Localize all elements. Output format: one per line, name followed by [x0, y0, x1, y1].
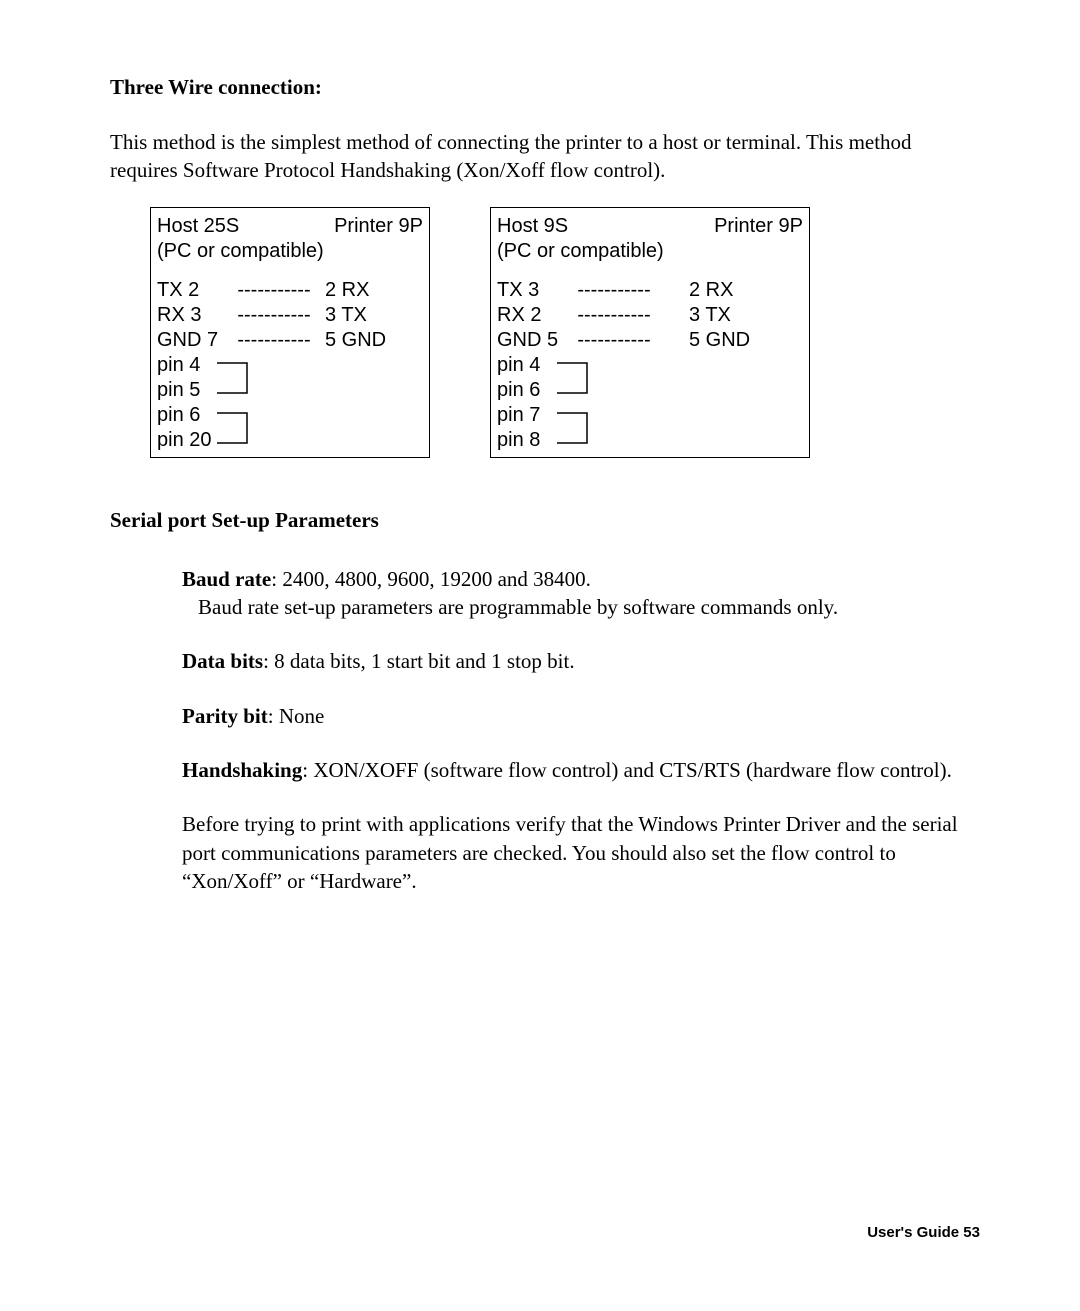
pin-right: 5 GND [659, 328, 750, 353]
jumper-bracket-icon [553, 353, 593, 403]
databits-text: : 8 data bits, 1 start bit and 1 stop bi… [263, 649, 574, 673]
handshake-text: : XON/XOFF (software flow control) and C… [302, 758, 952, 782]
printer-label: Printer 9P [714, 214, 803, 239]
baud-label: Baud rate [182, 567, 271, 591]
pin-row: pin 20 [157, 428, 423, 453]
pin-left: RX 2 [497, 303, 569, 328]
pin-row: RX 3 ----------- 3 TX [157, 303, 423, 328]
pin-left: RX 3 [157, 303, 229, 328]
pin-row: TX 3 ----------- 2 RX [497, 278, 803, 303]
databits-block: Data bits: 8 data bits, 1 start bit and … [182, 647, 980, 675]
pin-row: pin 7 [497, 403, 803, 428]
pin-row: pin 6 [497, 378, 803, 403]
pin-left: TX 3 [497, 278, 569, 303]
pin-row: pin 6 [157, 403, 423, 428]
baud-rate-block: Baud rate: 2400, 4800, 9600, 19200 and 3… [182, 565, 980, 622]
host-sub: (PC or compatible) [157, 239, 423, 264]
pin-right: 3 TX [659, 303, 731, 328]
pin-left: GND 7 [157, 328, 229, 353]
handshake-label: Handshaking [182, 758, 302, 782]
jumper-bracket-icon [553, 403, 593, 453]
wire-dash: ----------- [569, 278, 659, 303]
databits-label: Data bits [182, 649, 263, 673]
wire-dash: ----------- [229, 328, 319, 353]
pin-row: TX 2 ----------- 2 RX [157, 278, 423, 303]
section2-heading: Serial port Set-up Parameters [110, 508, 980, 533]
parity-label: Parity bit [182, 704, 268, 728]
host-sub: (PC or compatible) [497, 239, 803, 264]
handshake-block: Handshaking: XON/XOFF (software flow con… [182, 756, 980, 784]
pin-row: pin 4 [497, 353, 803, 378]
jumper-bracket-icon [213, 403, 253, 453]
diagram-host25s: Host 25S Printer 9P (PC or compatible) T… [150, 207, 430, 458]
pin-right: 5 GND [319, 328, 386, 353]
wire-dash: ----------- [229, 278, 319, 303]
page-footer: User's Guide 53 [867, 1224, 980, 1241]
intro-paragraph: This method is the simplest method of co… [110, 128, 980, 185]
pin-row: pin 4 [157, 353, 423, 378]
pin-row: GND 7 ----------- 5 GND [157, 328, 423, 353]
parameters-block: Baud rate: 2400, 4800, 9600, 19200 and 3… [182, 565, 980, 896]
wire-dash: ----------- [229, 303, 319, 328]
pin-right: 2 RX [319, 278, 369, 303]
pin-left: GND 5 [497, 328, 569, 353]
pin-row: pin 8 [497, 428, 803, 453]
pin-row: RX 2 ----------- 3 TX [497, 303, 803, 328]
parity-text: : None [268, 704, 325, 728]
host-label: Host 25S [157, 214, 239, 239]
pin-row: pin 5 [157, 378, 423, 403]
host-label: Host 9S [497, 214, 568, 239]
diagram-host9s: Host 9S Printer 9P (PC or compatible) TX… [490, 207, 810, 458]
printer-label: Printer 9P [334, 214, 423, 239]
jumper-bracket-icon [213, 353, 253, 403]
pin-right: 3 TX [319, 303, 367, 328]
pin-left: TX 2 [157, 278, 229, 303]
wire-dash: ----------- [569, 303, 659, 328]
parity-block: Parity bit: None [182, 702, 980, 730]
baud-text: : 2400, 4800, 9600, 19200 and 38400. [271, 567, 591, 591]
wiring-diagrams: Host 25S Printer 9P (PC or compatible) T… [150, 207, 980, 458]
baud-note: Baud rate set-up parameters are programm… [182, 595, 838, 619]
pin-row: GND 5 ----------- 5 GND [497, 328, 803, 353]
closing-paragraph: Before trying to print with applications… [182, 810, 980, 895]
pin-right: 2 RX [659, 278, 733, 303]
section-heading: Three Wire connection: [110, 75, 980, 100]
wire-dash: ----------- [569, 328, 659, 353]
